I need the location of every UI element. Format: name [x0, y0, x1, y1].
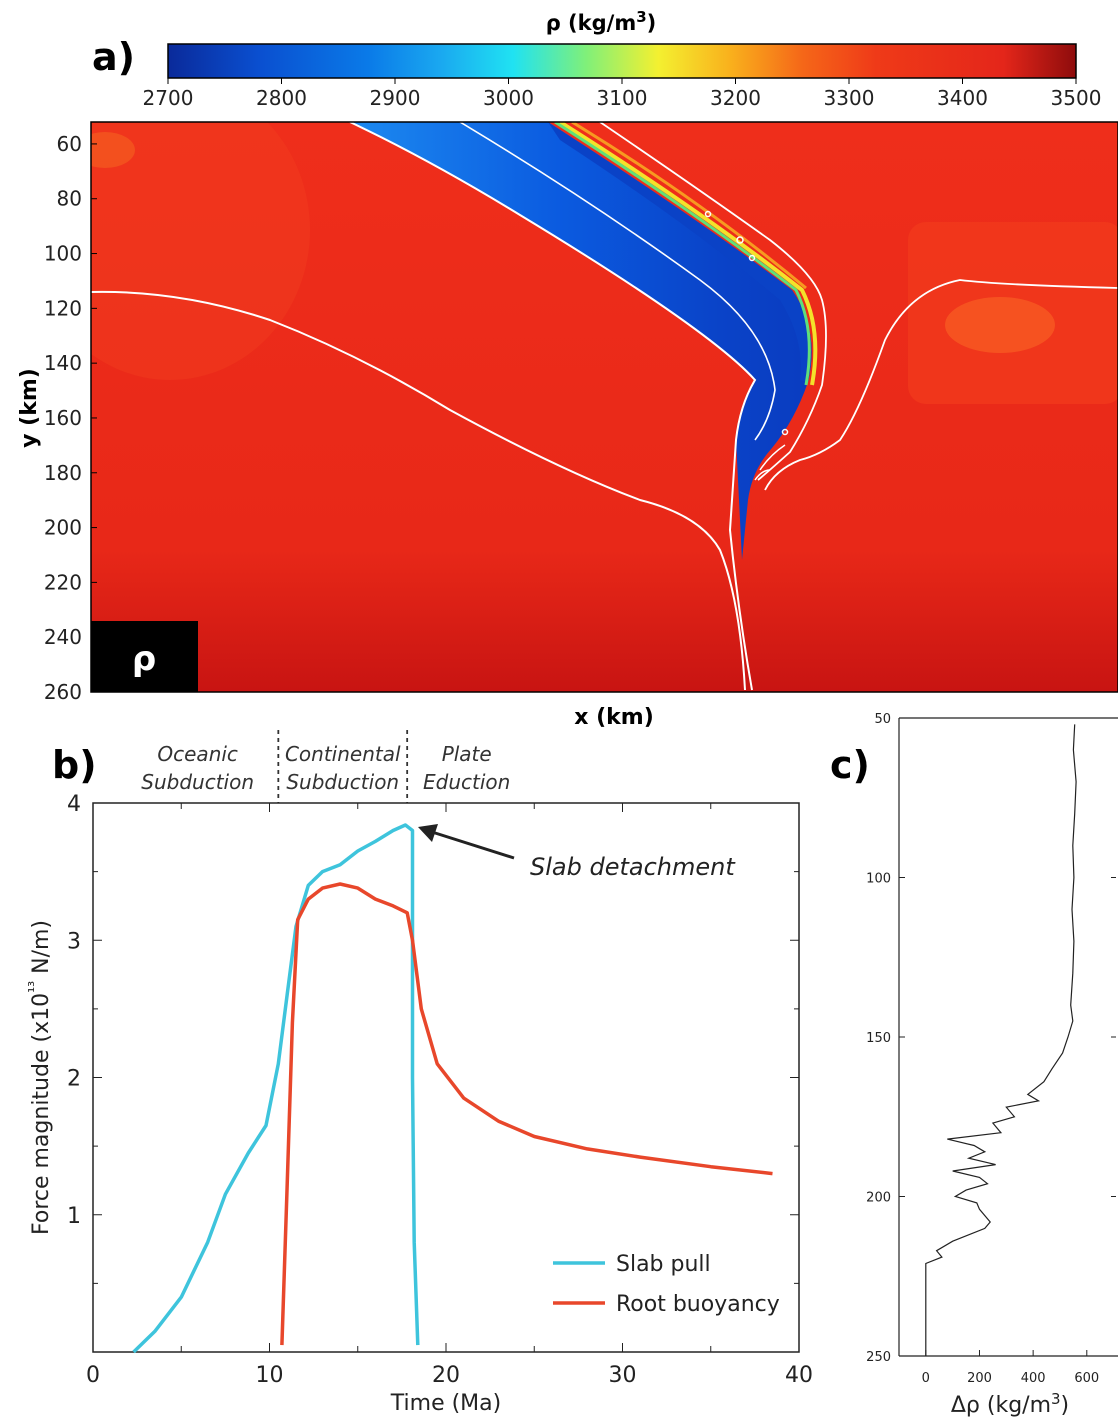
panel-c-series: [925, 724, 1077, 1356]
y-tick-label: 160: [44, 406, 82, 430]
y-tick-label: 200: [44, 516, 82, 540]
delta-rho-profile: [925, 724, 1077, 1356]
x-tick-label: 0: [922, 1371, 930, 1386]
y-tick-label: 150: [866, 1031, 891, 1046]
panel-a-ylabel: y (km): [17, 368, 42, 448]
y-tick-label: 3: [67, 929, 81, 954]
y-tick-label: 100: [866, 872, 891, 887]
x-tick-label: 20: [432, 1363, 460, 1388]
colorbar-tick-label: 3000: [483, 86, 534, 110]
legend-label: Slab pull: [616, 1252, 711, 1277]
x-tick-label: 40: [785, 1363, 813, 1388]
phase-labels: Oceanic Subduction Continental Subduction Pl…: [141, 730, 510, 803]
panel-b-xlabel: Time (Ma): [390, 1391, 501, 1416]
y-tick-label: 100: [44, 242, 82, 266]
x-tick-label: 10: [256, 1363, 284, 1388]
y-tick-label: 60: [57, 132, 82, 156]
panel-c-xlabel: Δρ (kg/m3): [951, 1390, 1069, 1418]
slab-detachment-annotation: Slab detachment: [418, 824, 736, 881]
x-tick-label: 200: [967, 1371, 992, 1386]
y-tick-label: 250: [866, 1350, 891, 1365]
x-tick-label: 30: [609, 1363, 637, 1388]
panel-a-label: a): [92, 35, 135, 79]
phase-label: Oceanic Subduction: [141, 742, 254, 794]
y-tick-label: 140: [44, 351, 82, 375]
x-tick-label: 400: [1021, 1371, 1046, 1386]
panel-b-legend: Slab pull Root buoyancy: [553, 1252, 780, 1317]
series-root-buoyancy: [280, 882, 773, 1346]
panel-a-xlabel: x (km): [574, 705, 654, 730]
legend-label: Root buoyancy: [616, 1292, 780, 1317]
colorbar-tick-label: 3400: [937, 86, 988, 110]
y-tick-label: 120: [44, 296, 82, 320]
x-tick-label: 0: [86, 1363, 100, 1388]
panel-b-axes: 0 10 20 30 40 1 2 3 4 Time (Ma) Force magnitude (x…: [25, 792, 813, 1416]
colorbar-tick-label: 2800: [256, 86, 307, 110]
y-tick-label: 240: [44, 625, 82, 649]
colorbar-tick-label: 3200: [710, 86, 761, 110]
colorbar-tick-label: 3100: [597, 86, 648, 110]
panel-b-ylabel: Force magnitude (x10¹³ N/m): [25, 920, 54, 1235]
y-tick-label: 80: [57, 187, 82, 211]
colorbar-tick-label: 2700: [143, 86, 194, 110]
y-tick-label: 50: [874, 712, 891, 727]
x-tick-label: 600: [1074, 1371, 1099, 1386]
panel-a-y-ticks: 60 80 100 120 140 160 180 200 220 240 260: [44, 132, 97, 704]
panel-b-label: b): [52, 743, 97, 787]
colorbar-tick-label: 3500: [1051, 86, 1102, 110]
panel-c-axes: 50 100 150 200 250 0 200 400 600 Δρ (kg/m3): [866, 712, 1118, 1418]
y-tick-label: 2: [67, 1067, 81, 1092]
panel-c-label: c): [830, 743, 870, 787]
phase-label: Continental Subduction: [285, 742, 401, 794]
rho-field-label-box: [91, 621, 198, 692]
density-field: [91, 122, 1118, 692]
colorbar: [167, 43, 1077, 79]
y-tick-label: 4: [67, 792, 81, 817]
colorbar-ticks: 2700 2800 2900 3000 3100 3200 3300 3400 3500: [143, 78, 1102, 110]
colorbar-title: ρ (kg/m3): [546, 8, 657, 35]
colorbar-tick-label: 2900: [370, 86, 421, 110]
phase-label: Plate Eduction: [423, 742, 510, 794]
y-tick-label: 180: [44, 461, 82, 485]
colorbar-tick-label: 3300: [824, 86, 875, 110]
y-tick-label: 220: [44, 570, 82, 594]
rho-field-label: ρ: [132, 639, 156, 679]
y-tick-label: 200: [866, 1191, 891, 1206]
y-tick-label: 260: [44, 680, 82, 704]
panel-b-series: [132, 823, 773, 1354]
y-tick-label: 1: [67, 1204, 81, 1229]
slab-detachment-text: Slab detachment: [530, 853, 736, 881]
series-slab-pull: [132, 823, 420, 1354]
